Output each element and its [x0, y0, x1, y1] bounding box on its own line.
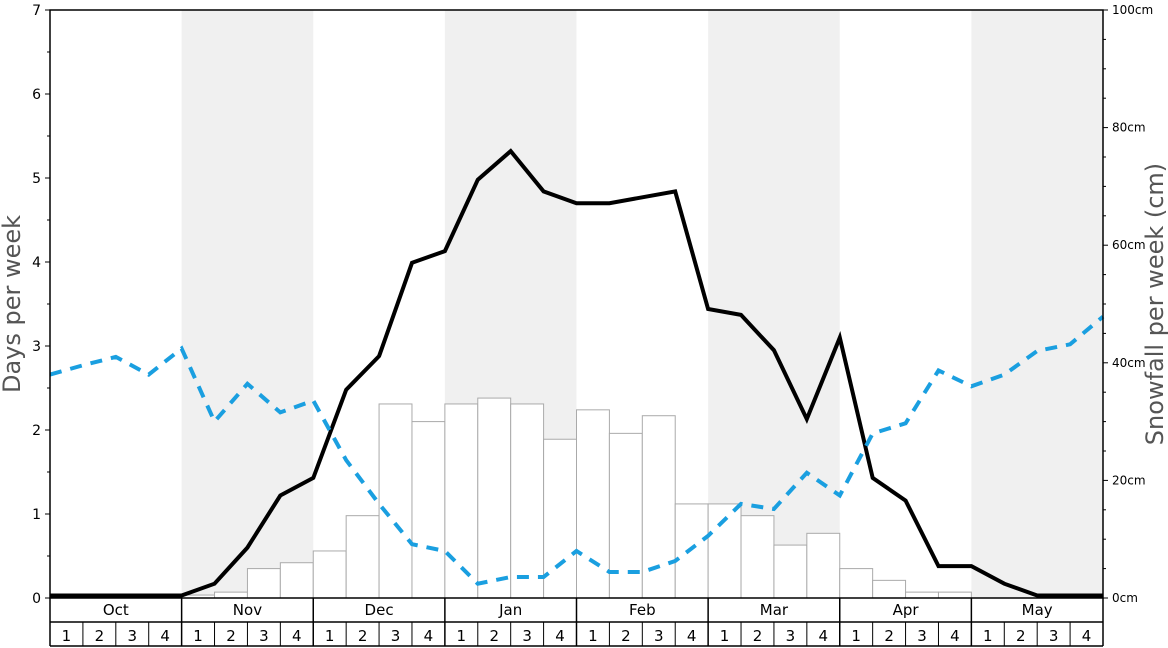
- snowfall-bar: [576, 409, 610, 599]
- week-label: 4: [819, 627, 829, 645]
- snowfall-bar: [839, 568, 874, 599]
- week-label: 4: [160, 627, 170, 645]
- snowfall-bar: [773, 544, 808, 599]
- week-label: 2: [358, 627, 368, 645]
- right-axis-title: Snowfall per week (cm): [1141, 163, 1168, 445]
- week-label: 1: [720, 627, 730, 645]
- week-label: 1: [588, 627, 598, 645]
- left-tick-label: 3: [32, 339, 41, 355]
- month-shade: [971, 10, 1103, 598]
- month-label: Feb: [629, 601, 656, 619]
- week-label: 3: [654, 627, 664, 645]
- month-label: Nov: [233, 601, 262, 619]
- left-tick-label: 4: [32, 255, 41, 271]
- week-label: 4: [687, 627, 697, 645]
- right-tick-label: 100cm: [1112, 3, 1153, 17]
- week-label: 1: [193, 627, 203, 645]
- week-label: 1: [983, 627, 993, 645]
- snowfall-bar: [214, 591, 248, 599]
- month-axis: Oct 1 2 3 4 Nov 1 2 3 4 Dec 1 2 3 4 Jan 1 2 3 4 Feb 1 2 3 4 Mar 1 2…: [49, 598, 1104, 647]
- week-label: 1: [62, 627, 72, 645]
- snowfall-bar: [345, 515, 380, 599]
- left-tick-label: 0: [32, 591, 41, 607]
- week-label: 4: [555, 627, 565, 645]
- month-label: Dec: [365, 601, 394, 619]
- snowfall-bar: [246, 568, 281, 599]
- left-tick-label: 6: [32, 87, 41, 103]
- right-tick-label: 80cm: [1112, 121, 1146, 135]
- week-label: 3: [259, 627, 269, 645]
- month-label: Apr: [893, 601, 920, 619]
- snowfall-bar: [312, 550, 347, 599]
- snowfall-bar: [740, 515, 775, 599]
- snowfall-bars: [181, 397, 972, 599]
- week-label: 3: [127, 627, 137, 645]
- month-shade: [708, 10, 840, 598]
- left-tick-label: 1: [32, 507, 41, 523]
- left-tick-label: 5: [32, 171, 41, 187]
- week-label: 1: [851, 627, 861, 645]
- snowfall-bar: [872, 579, 907, 599]
- week-label: 2: [489, 627, 499, 645]
- month-label: Mar: [760, 601, 789, 619]
- week-label: 3: [522, 627, 532, 645]
- week-label: 2: [95, 627, 105, 645]
- week-label: 2: [753, 627, 763, 645]
- snowfall-bar: [674, 503, 709, 599]
- right-tick-label: 40cm: [1112, 356, 1146, 370]
- month-shade: [181, 10, 314, 598]
- week-label: 3: [1049, 627, 1059, 645]
- left-axis-title: Days per week: [0, 215, 26, 393]
- solid-series-line: [50, 148, 1103, 598]
- week-label: 2: [1016, 627, 1026, 645]
- week-label: 2: [621, 627, 631, 645]
- snowfall-bar: [937, 591, 972, 599]
- week-label: 4: [292, 627, 302, 645]
- left-tick-label: 2: [32, 423, 41, 439]
- snowfall-bar: [641, 415, 676, 599]
- week-label: 3: [917, 627, 927, 645]
- week-label: 2: [884, 627, 894, 645]
- month-shading: [181, 10, 1103, 598]
- dashed-series-line: [49, 315, 1105, 586]
- right-tick-label: 20cm: [1112, 473, 1146, 487]
- week-label: 4: [424, 627, 434, 645]
- snowfall-bar: [411, 421, 446, 599]
- month-label: May: [1022, 601, 1053, 619]
- week-label: 3: [391, 627, 401, 645]
- snowfall-bar: [279, 562, 314, 599]
- snowfall-bar: [510, 403, 545, 599]
- left-tick-label: 7: [32, 3, 41, 19]
- snowfall-bar: [905, 591, 939, 599]
- month-label: Oct: [103, 601, 129, 619]
- week-label: 3: [786, 627, 796, 645]
- snowfall-bar: [543, 438, 577, 599]
- snowfall-bar: [806, 532, 841, 599]
- week-label: 4: [950, 627, 960, 645]
- week-label: 1: [325, 627, 335, 645]
- week-label: 1: [457, 627, 467, 645]
- snowfall-bar: [378, 403, 413, 599]
- left-axis: 0 1 2 3 4 5 6 7: [32, 3, 50, 607]
- week-label: 2: [226, 627, 236, 645]
- week-label: 4: [1082, 627, 1092, 645]
- month-label: Jan: [498, 601, 522, 619]
- chart-lines: [49, 148, 1105, 598]
- right-axis: 0cm 20cm 40cm 60cm 80cm 100cm: [1103, 3, 1153, 605]
- right-tick-label: 60cm: [1112, 238, 1146, 252]
- right-tick-label: 0cm: [1112, 591, 1138, 605]
- snowfall-bar: [477, 397, 512, 599]
